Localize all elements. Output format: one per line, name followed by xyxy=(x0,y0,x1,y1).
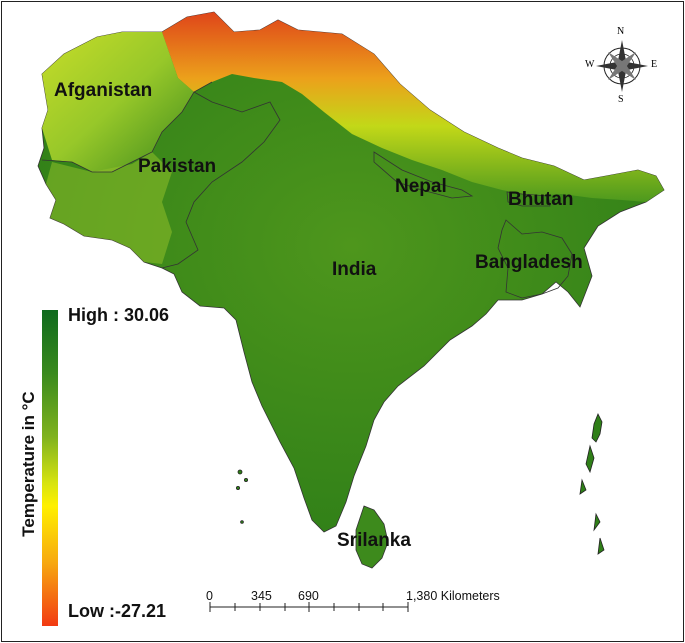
temperature-legend-bar xyxy=(42,310,58,626)
compass-west: W xyxy=(585,59,595,70)
scale-bar xyxy=(209,602,409,612)
compass-rose xyxy=(596,40,648,92)
western-highlands xyxy=(42,32,194,172)
legend-low-label: Low :-27.21 xyxy=(68,601,167,621)
label-afghanistan: Afganistan xyxy=(54,80,153,101)
sri-lanka-island xyxy=(355,505,389,569)
scale-label-0: 0 xyxy=(206,589,213,603)
label-bhutan: Bhutan xyxy=(508,189,574,210)
islands xyxy=(235,413,605,555)
country-borders xyxy=(41,81,573,299)
compass-south: S xyxy=(618,94,624,105)
scale-label-1380: 1,380 Kilometers xyxy=(406,589,500,603)
compass-north: N xyxy=(617,26,625,37)
pakistan-plains xyxy=(46,152,172,264)
label-srilanka: Srilanka xyxy=(337,530,411,551)
label-bangladesh: Bangladesh xyxy=(475,252,583,273)
mountain-belt xyxy=(162,12,664,202)
label-nepal: Nepal xyxy=(395,176,447,197)
legend-title: Temperature in °C xyxy=(19,391,38,537)
scale-label-345: 345 xyxy=(251,589,272,603)
label-pakistan: Pakistan xyxy=(138,156,217,177)
scale-label-690: 690 xyxy=(298,589,319,603)
label-india: India xyxy=(332,259,377,280)
legend-high-label: High : 30.06 xyxy=(68,305,170,325)
compass-east: E xyxy=(651,59,658,70)
